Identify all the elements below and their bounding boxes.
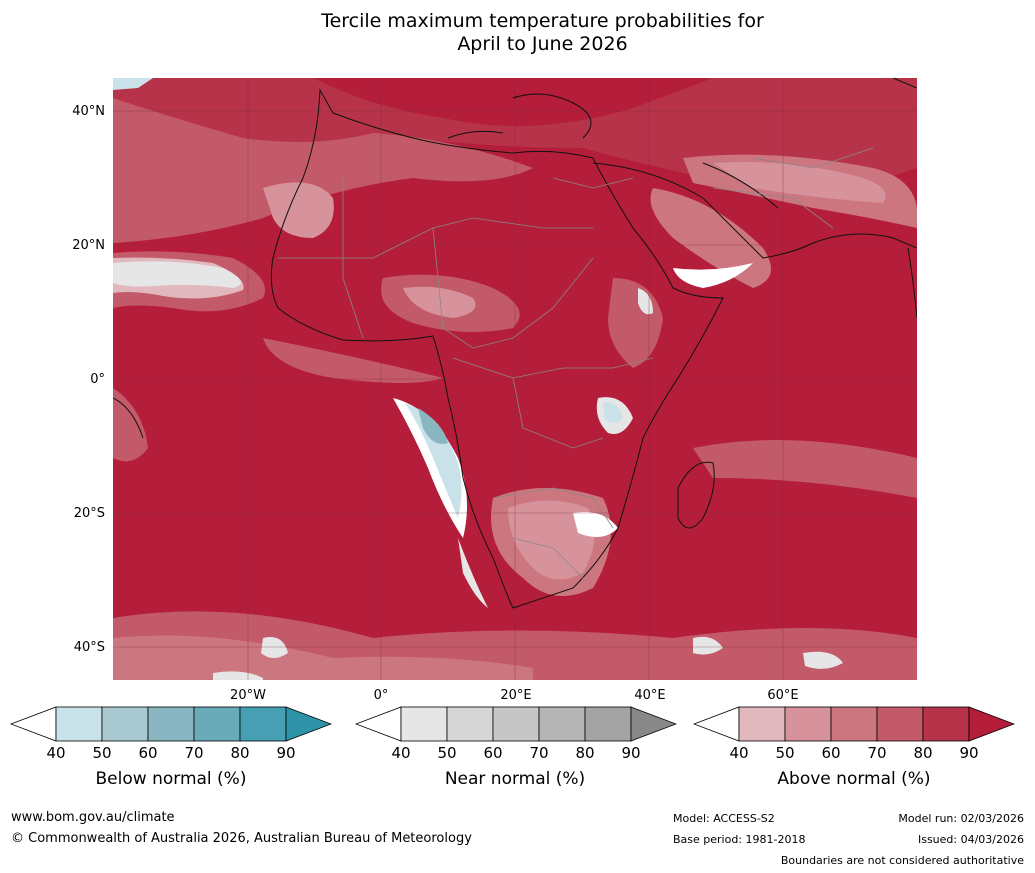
near-tick: 40 — [391, 744, 411, 762]
above-colorbar-segment — [876, 706, 924, 742]
above-colorbar-low-extension — [693, 706, 740, 742]
near-colorbar-low-extension — [355, 706, 402, 742]
below-normal-colorbar — [10, 706, 332, 742]
below-colorbar-segment — [193, 706, 241, 742]
lat-label-20s: 20°S — [73, 506, 105, 521]
near-tick: 90 — [621, 744, 641, 762]
map-title-line2: April to June 2026 — [457, 33, 628, 55]
lat-label-40s: 40°S — [73, 640, 105, 655]
near-colorbar-segment — [538, 706, 586, 742]
near-colorbar-segment — [584, 706, 632, 742]
below-colorbar-segment — [239, 706, 287, 742]
below-tick: 40 — [46, 744, 66, 762]
above-tick: 40 — [729, 744, 749, 762]
above-tick: 80 — [913, 744, 933, 762]
near-colorbar-high-extension — [630, 706, 677, 742]
near-tick: 70 — [529, 744, 549, 762]
above-colorbar-segment — [922, 706, 970, 742]
probability-map — [113, 78, 917, 680]
lon-label-60e: 60°E — [767, 688, 799, 703]
near-tick: 80 — [575, 744, 595, 762]
above-colorbar-segment — [738, 706, 786, 742]
near-normal-colorbar — [355, 706, 677, 742]
map-title: Tercile maximum temperature probabilitie… — [0, 10, 1035, 56]
map-title-line1: Tercile maximum temperature probabilitie… — [321, 10, 764, 32]
near-colorbar-segment — [446, 706, 494, 742]
map-graphic — [113, 78, 917, 680]
issued-date: Issued: 04/03/2026 — [917, 833, 1024, 846]
below-colorbar-high-extension — [285, 706, 332, 742]
copyright-text: © Commonwealth of Australia 2026, Austra… — [11, 831, 472, 846]
lat-label-20n: 20°N — [72, 238, 105, 253]
above-normal-colorbar — [693, 706, 1015, 742]
below-colorbar-segment — [147, 706, 195, 742]
below-normal-label: Below normal (%) — [95, 769, 247, 789]
country-borders — [278, 147, 874, 579]
above-normal-label: Above normal (%) — [777, 769, 931, 789]
lon-label-20e: 20°E — [500, 688, 532, 703]
above-tick: 90 — [959, 744, 979, 762]
lon-label-20w: 20°W — [230, 688, 266, 703]
lat-label-0: 0° — [90, 372, 105, 387]
above-tick: 70 — [867, 744, 887, 762]
boundaries-disclaimer: Boundaries are not considered authoritat… — [780, 854, 1024, 867]
near-normal-label: Near normal (%) — [444, 769, 586, 789]
below-tick: 90 — [276, 744, 296, 762]
near-tick: 50 — [437, 744, 457, 762]
below-tick: 60 — [138, 744, 158, 762]
model-name: Model: ACCESS-S2 — [673, 812, 775, 825]
near-colorbar-segment — [492, 706, 540, 742]
below-colorbar-segment — [101, 706, 149, 742]
above-colorbar-high-extension — [968, 706, 1015, 742]
near-colorbar-segment — [400, 706, 448, 742]
base-period: Base period: 1981-2018 — [673, 833, 806, 846]
graticule — [113, 78, 917, 680]
lat-label-40n: 40°N — [72, 104, 105, 119]
above-colorbar-segment — [784, 706, 832, 742]
near-tick: 60 — [483, 744, 503, 762]
below-colorbar-low-extension — [10, 706, 57, 742]
website-link[interactable]: www.bom.gov.au/climate — [11, 810, 175, 825]
below-colorbar-segment — [55, 706, 103, 742]
above-tick: 60 — [821, 744, 841, 762]
model-run-date: Model run: 02/03/2026 — [898, 812, 1024, 825]
above-colorbar-segment — [830, 706, 878, 742]
below-tick: 70 — [184, 744, 204, 762]
above-tick: 50 — [775, 744, 795, 762]
below-tick: 80 — [230, 744, 250, 762]
lon-label-40e: 40°E — [634, 688, 666, 703]
below-tick: 50 — [92, 744, 112, 762]
lon-label-0: 0° — [373, 688, 389, 703]
